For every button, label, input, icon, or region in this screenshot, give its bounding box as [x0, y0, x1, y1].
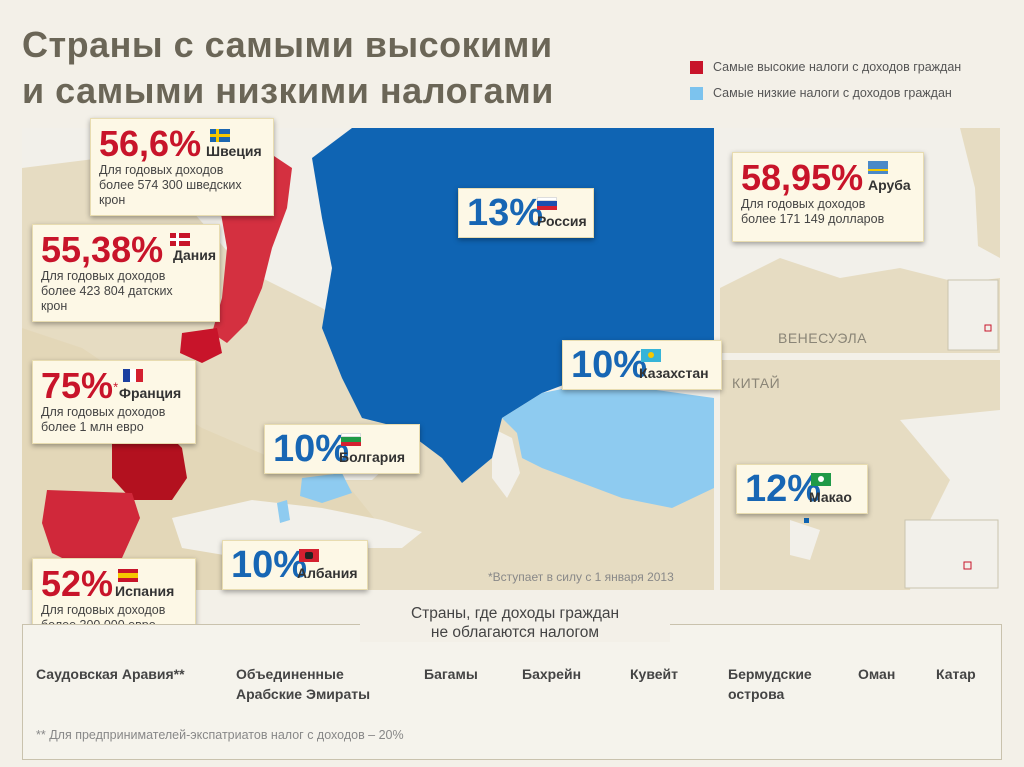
- spain-pct: 52%: [41, 563, 114, 604]
- kazakhstan-pct: 10%: [571, 344, 648, 386]
- no-tax-country-line: Бермудские: [728, 666, 812, 682]
- sweden-name: Швеция: [206, 143, 262, 159]
- no-tax-section: [22, 624, 1002, 760]
- sweden-desc-1: Для годовых доходов: [99, 163, 224, 177]
- legend-low-swatch: [690, 86, 703, 100]
- spain-flag-icon: [117, 569, 138, 582]
- no-tax-heading-1: Страны, где доходы граждан: [410, 605, 620, 622]
- no-tax-country-line: острова: [728, 686, 785, 702]
- kazakhstan-name: Казахстан: [639, 365, 709, 381]
- callout-aruba: 58,95% Аруба Для годовых доходов более 1…: [732, 152, 924, 242]
- denmark-desc-3: крон: [41, 299, 68, 313]
- denmark-name: Дания: [173, 247, 216, 263]
- no-tax-heading: Страны, где доходы граждан не облагаются…: [360, 604, 670, 642]
- france-name: Франция: [119, 385, 182, 401]
- title-line-1: Страны с самыми высокими: [22, 24, 553, 65]
- callout-macau: 12% Макао: [736, 464, 868, 514]
- callout-russia: 13% Россия: [458, 188, 594, 238]
- no-tax-country: Багамы: [424, 664, 478, 684]
- no-tax-country-line: Саудовская Аравия**: [36, 666, 185, 682]
- aruba-desc-2: более 171 149 долларов: [741, 212, 885, 226]
- legend-high: Самые высокие налоги с доходов граждан: [690, 60, 961, 74]
- venezuela-map-shapes: [720, 128, 1000, 353]
- no-tax-country-line: Бахрейн: [522, 666, 582, 682]
- france-desc-1: Для годовых доходов: [41, 405, 166, 419]
- macau-flag-icon: [811, 473, 831, 486]
- title-line-2: и самыми низкими налогами: [22, 70, 554, 111]
- callout-kazakhstan: 10% Казахстан: [562, 340, 722, 390]
- no-tax-country-line: Оман: [858, 666, 896, 682]
- no-tax-country-line: Багамы: [424, 666, 478, 682]
- callout-albania: 10% Албания: [222, 540, 368, 590]
- sweden-desc-3: крон: [99, 193, 126, 207]
- sweden-desc-2: более 574 300 шведских: [99, 178, 242, 192]
- albania-name: Албания: [297, 565, 358, 581]
- aruba-flag-icon: [867, 161, 888, 174]
- denmark-desc-1: Для годовых доходов: [41, 269, 166, 283]
- legend-low: Самые низкие налоги с доходов граждан: [690, 86, 952, 100]
- no-tax-country: Бермудские острова: [728, 664, 812, 704]
- russia-pct: 13%: [467, 192, 544, 234]
- sweden-flag-icon: [209, 129, 230, 142]
- no-tax-country: Кувейт: [630, 664, 678, 684]
- legend-low-label: Самые низкие налоги с доходов граждан: [713, 86, 952, 100]
- china-map-shapes: [790, 410, 1000, 590]
- no-tax-country-line: Кувейт: [630, 666, 679, 682]
- no-tax-country-line: Катар: [936, 666, 976, 682]
- russia-flag-icon: [537, 197, 557, 210]
- france-desc-2: более 1 млн евро: [41, 420, 144, 434]
- no-tax-country: Катар: [936, 664, 976, 684]
- legend-high-swatch: [690, 60, 703, 74]
- legend-high-label: Самые высокие налоги с доходов граждан: [713, 60, 962, 74]
- no-tax-country: Саудовская Аравия**: [36, 664, 185, 684]
- no-tax-heading-2: не облагаются налогом: [430, 624, 600, 641]
- albania-flag-icon: [299, 549, 319, 562]
- aruba-desc-1: Для годовых доходов: [741, 197, 866, 211]
- france-pct: 75%: [41, 365, 114, 406]
- venezuela-label: ВЕНЕСУЭЛА: [778, 330, 867, 346]
- no-tax-country: Оман: [858, 664, 895, 684]
- bulgaria-pct: 10%: [273, 428, 350, 470]
- page-title: Страны с самыми высокими и самыми низким…: [22, 22, 554, 114]
- callout-france: 75%* Франция Для годовых доходов более 1…: [32, 360, 196, 444]
- denmark-desc-2: более 423 804 датских: [41, 284, 173, 298]
- sweden-pct: 56,6%: [99, 123, 202, 164]
- aruba-name: Аруба: [868, 177, 911, 193]
- spain-name: Испания: [115, 583, 175, 599]
- france-star: *: [113, 379, 119, 395]
- no-tax-country-line: Арабские Эмираты: [236, 686, 371, 702]
- macau-pct: 12%: [745, 468, 822, 510]
- denmark-flag-icon: [169, 233, 190, 246]
- france-flag-icon: [122, 369, 143, 382]
- callout-bulgaria: 10% Болгария: [264, 424, 420, 474]
- callout-sweden: 56,6% Швеция Для годовых доходов более 5…: [90, 118, 274, 216]
- callout-denmark: 55,38% Дания Для годовых доходов более 4…: [32, 224, 220, 322]
- aruba-pct: 58,95%: [741, 157, 864, 198]
- no-tax-country-line: Объединенные: [236, 666, 344, 682]
- kazakhstan-flag-icon: [641, 349, 661, 362]
- albania-pct: 10%: [231, 544, 308, 586]
- bulgaria-name: Болгария: [339, 449, 406, 465]
- china-label: КИТАЙ: [732, 375, 781, 391]
- no-tax-country: Бахрейн: [522, 664, 581, 684]
- spain-desc-1: Для годовых доходов: [41, 603, 166, 617]
- no-tax-footnote: ** Для предпринимателей-экспатриатов нал…: [36, 728, 404, 742]
- map-footnote: *Вступает в силу с 1 января 2013: [488, 570, 674, 584]
- russia-name: Россия: [537, 213, 587, 229]
- macau-name: Макао: [809, 489, 852, 505]
- no-tax-country: Объединенные Арабские Эмираты: [236, 664, 370, 704]
- denmark-pct: 55,38%: [41, 229, 164, 270]
- bulgaria-flag-icon: [341, 433, 361, 446]
